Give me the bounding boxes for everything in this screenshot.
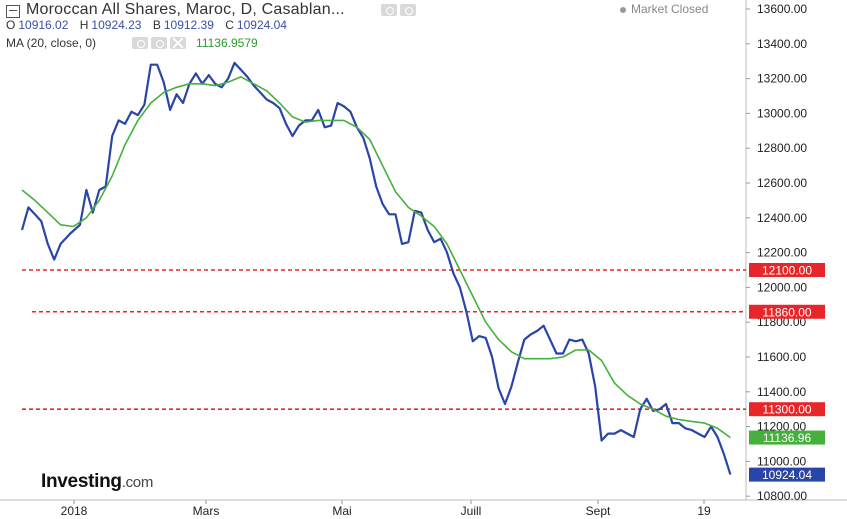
- y-tick-label: 12000.00: [757, 280, 807, 294]
- y-tick-label: 13400.00: [757, 37, 807, 51]
- x-tick-label: 19: [697, 504, 711, 518]
- ma-label: MA (20, close, 0): [6, 36, 97, 50]
- y-tick-label: 12400.00: [757, 211, 807, 225]
- y-tick-label: 10800.00: [757, 489, 807, 503]
- y-tick-label: 11000.00: [757, 454, 806, 468]
- x-tick-label: 2018: [61, 504, 88, 518]
- y-tick-label: 12600.00: [757, 176, 807, 190]
- last-price-tag: [749, 467, 825, 482]
- y-tick-label: 11400.00: [757, 385, 806, 399]
- settings-icon[interactable]: [151, 37, 168, 49]
- level-price-tag: [749, 304, 825, 319]
- ma-price-tag: [749, 430, 825, 445]
- close-icon[interactable]: [170, 37, 187, 49]
- ohlc-close-value: 10924.04: [236, 18, 287, 32]
- market-status-dot-icon: [620, 6, 626, 13]
- ma-price-tag-label: 11136.96: [763, 431, 812, 445]
- y-tick-label: 11600.00: [757, 350, 806, 364]
- ohlc-readout: O 10916.02 H 10924.23 B 10912.39 C 10924.04: [6, 18, 295, 32]
- moving-average-line: [21, 76, 731, 439]
- logo-text: Investing: [41, 471, 122, 492]
- y-tick-label: 12800.00: [757, 141, 807, 155]
- x-tick-label: Mars: [193, 504, 220, 518]
- level-price-tag: [749, 402, 825, 417]
- ohlc-key: C: [225, 18, 234, 32]
- ohlc-key: H: [79, 18, 89, 32]
- chart-header: Moroccan All Shares, Maroc, D, Casablan.…: [6, 1, 416, 19]
- level-price-tag: [749, 263, 825, 277]
- y-tick-label: 13000.00: [757, 106, 807, 120]
- y-tick-label: 11200.00: [757, 420, 806, 434]
- settings-icon[interactable]: [399, 4, 416, 16]
- ohlc-high-value: 10924.23: [91, 18, 142, 32]
- eye-icon[interactable]: [132, 37, 149, 49]
- investing-logo: Investing.com: [41, 471, 153, 493]
- ohlc-key: B: [152, 18, 161, 32]
- logo-suffix: .com: [121, 474, 154, 491]
- level-price-tag-label: 11300.00: [762, 403, 811, 417]
- y-tick-label: 12200.00: [757, 246, 807, 260]
- price-line: [20, 61, 732, 475]
- last-price-tag-label: 10924.04: [762, 468, 812, 482]
- x-tick-label: Juill: [461, 504, 482, 518]
- x-tick-label: Sept: [586, 504, 611, 518]
- instrument-title: Moroccan All Shares, Maroc, D, Casablan.…: [26, 1, 345, 18]
- level-price-tag-label: 12100.00: [762, 264, 812, 278]
- ohlc-key: O: [6, 18, 16, 32]
- market-status: Market Closed: [620, 2, 708, 16]
- chart-toggle-icon[interactable]: [6, 4, 20, 18]
- ohlc-open-value: 10916.02: [18, 18, 69, 32]
- ma-value: 11136.9579: [196, 36, 258, 50]
- y-tick-label: 13200.00: [757, 72, 807, 86]
- eye-icon[interactable]: [380, 4, 397, 16]
- ma-legend: MA (20, close, 0) 11136.9579: [6, 36, 258, 50]
- x-tick-label: Mai: [332, 504, 351, 518]
- market-status-label: Market Closed: [631, 2, 709, 16]
- y-tick-label: 13600.00: [757, 2, 807, 16]
- ohlc-low-value: 10912.39: [163, 18, 214, 32]
- level-price-tag-label: 11860.00: [762, 305, 811, 319]
